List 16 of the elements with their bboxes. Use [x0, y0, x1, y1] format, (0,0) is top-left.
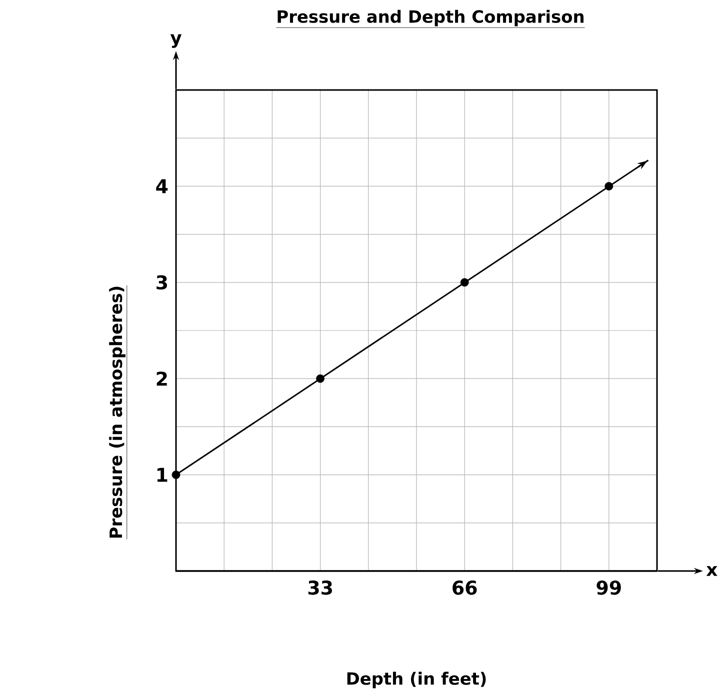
point	[460, 278, 469, 287]
text: x	[706, 566, 718, 576]
text: y	[170, 34, 182, 48]
x-tick-label: 33	[308, 580, 332, 595]
point	[316, 374, 325, 383]
y-tick-label: 3	[156, 275, 167, 290]
y-tick-label: 1	[157, 468, 168, 482]
y-axis-title: Pressure (in atmospheres)	[109, 286, 126, 538]
point	[604, 182, 614, 190]
chart-title: Pressure and Depth Comparison	[278, 10, 584, 26]
y-tick-label: 2	[156, 372, 167, 386]
point	[172, 470, 180, 479]
x-tick-label: 66	[452, 580, 477, 595]
x-tick-label: 99	[596, 580, 621, 595]
y-tick-label: 4	[156, 179, 168, 194]
x-axis-title: Depth (in feet)	[347, 672, 486, 688]
